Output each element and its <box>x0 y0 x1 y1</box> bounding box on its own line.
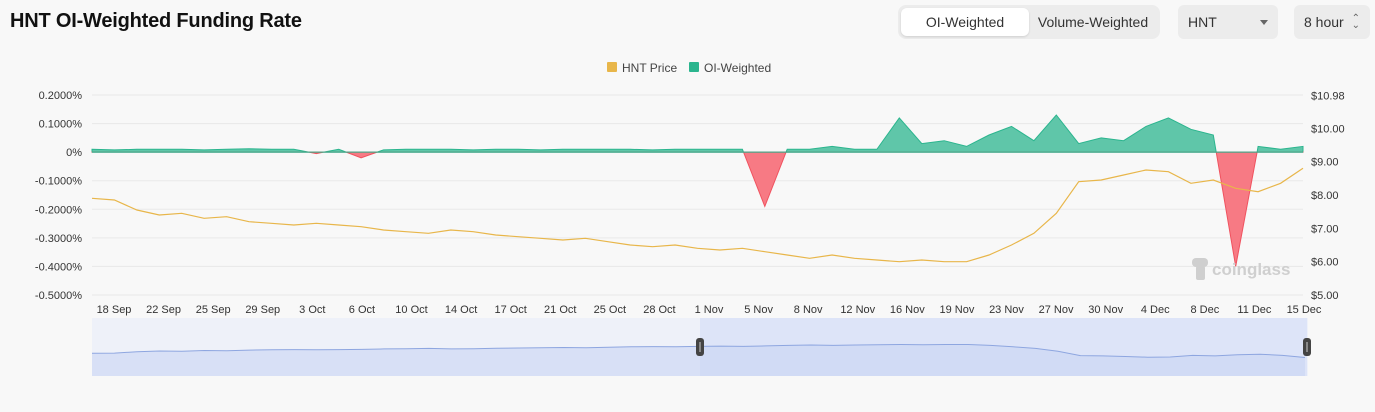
x-tick-label: 14 Oct <box>445 304 477 316</box>
y-left-tick-label: 0.1000% <box>39 119 83 131</box>
x-tick-label: 19 Nov <box>939 304 974 316</box>
y-right-tick-label: $10.98 <box>1311 91 1345 103</box>
x-tick-label: 17 Oct <box>494 304 526 316</box>
chevron-down-icon <box>1260 19 1268 25</box>
x-tick-label: 10 Oct <box>395 304 427 316</box>
watermark-logo-icon <box>1192 258 1208 280</box>
x-tick-label: 25 Oct <box>594 304 626 316</box>
funding-positive-area <box>91 114 1304 153</box>
x-tick-label: 28 Oct <box>643 304 675 316</box>
y-right-tick-label: $5.00 <box>1311 290 1339 302</box>
x-tick-label: 21 Oct <box>544 304 576 316</box>
chevron-updown-icon: ⌃ ⌄ <box>1351 13 1360 31</box>
legend-label-price: HNT Price <box>622 61 677 75</box>
y-left-tick-label: -0.1000% <box>35 176 82 188</box>
y-axis-right: $10.98 $10.00 $9.00 $8.00 $7.00 $6.00 $5.00 <box>1311 91 1345 302</box>
watermark: coinglass <box>1192 258 1290 280</box>
x-tick-label: 30 Nov <box>1088 304 1123 316</box>
funding-series <box>91 114 1304 267</box>
x-tick-label: 23 Nov <box>989 304 1024 316</box>
y-left-tick-label: -0.4000% <box>35 261 82 273</box>
oi-weighted-tab[interactable]: OI-Weighted <box>901 8 1029 36</box>
price-series <box>91 167 1304 263</box>
coin-select[interactable]: HNT <box>1178 5 1278 39</box>
legend-item-price[interactable]: HNT Price <box>607 61 677 75</box>
y-left-tick-label: 0% <box>66 147 82 159</box>
legend-item-oi[interactable]: OI-Weighted <box>689 61 771 75</box>
y-right-tick-label: $8.00 <box>1311 190 1339 202</box>
y-axis-left: 0.2000% 0.1000% 0% -0.1000% -0.2000% -0.3000%… <box>35 90 82 302</box>
x-tick-label: 3 Oct <box>299 304 325 316</box>
legend: HNT Price OI-Weighted <box>607 61 771 75</box>
legend-swatch-price <box>607 62 617 72</box>
y-right-tick-label: $7.00 <box>1311 223 1339 235</box>
x-tick-label: 12 Nov <box>840 304 875 316</box>
y-right-tick-label: $9.00 <box>1311 157 1339 169</box>
x-tick-label: 8 Dec <box>1190 304 1219 316</box>
legend-swatch-oi <box>689 62 699 72</box>
interval-select[interactable]: 8 hour ⌃ ⌄ <box>1294 5 1370 39</box>
grid-lines <box>92 94 1303 296</box>
x-tick-label: 18 Sep <box>97 304 132 316</box>
price-line <box>91 167 1304 263</box>
x-tick-label: 27 Nov <box>1039 304 1074 316</box>
x-tick-label: 15 Dec <box>1287 304 1322 316</box>
x-tick-label: 8 Nov <box>794 304 823 316</box>
x-tick-label: 29 Sep <box>245 304 280 316</box>
range-navigator[interactable] <box>91 318 1311 376</box>
navigator-area <box>92 344 1305 376</box>
volume-weighted-tab[interactable]: Volume-Weighted <box>1037 14 1149 30</box>
x-tick-label: 11 Dec <box>1237 304 1272 316</box>
y-left-tick-label: -0.2000% <box>35 204 82 216</box>
page-title: HNT OI-Weighted Funding Rate <box>10 10 302 32</box>
x-tick-label: 25 Sep <box>196 304 231 316</box>
x-tick-label: 5 Nov <box>744 304 773 316</box>
y-left-tick-label: -0.3000% <box>35 233 82 245</box>
y-left-tick-label: -0.5000% <box>35 290 82 302</box>
y-right-tick-label: $10.00 <box>1311 123 1345 135</box>
x-axis: 18 Sep 22 Sep 25 Sep 29 Sep 3 Oct 6 Oct 10 Oct… <box>97 304 1322 316</box>
x-tick-label: 16 Nov <box>890 304 925 316</box>
x-tick-label: 1 Nov <box>695 304 724 316</box>
y-left-tick-label: 0.2000% <box>39 90 83 102</box>
watermark-text: coinglass <box>1212 260 1290 279</box>
coin-select-value: HNT <box>1188 14 1217 30</box>
interval-select-value: 8 hour <box>1304 14 1344 30</box>
x-tick-label: 6 Oct <box>349 304 375 316</box>
legend-label-oi: OI-Weighted <box>704 61 771 75</box>
x-tick-label: 22 Sep <box>146 304 181 316</box>
weighting-toggle: OI-Weighted Volume-Weighted <box>898 5 1160 39</box>
y-right-tick-label: $6.00 <box>1311 257 1339 269</box>
x-tick-label: 4 Dec <box>1141 304 1170 316</box>
